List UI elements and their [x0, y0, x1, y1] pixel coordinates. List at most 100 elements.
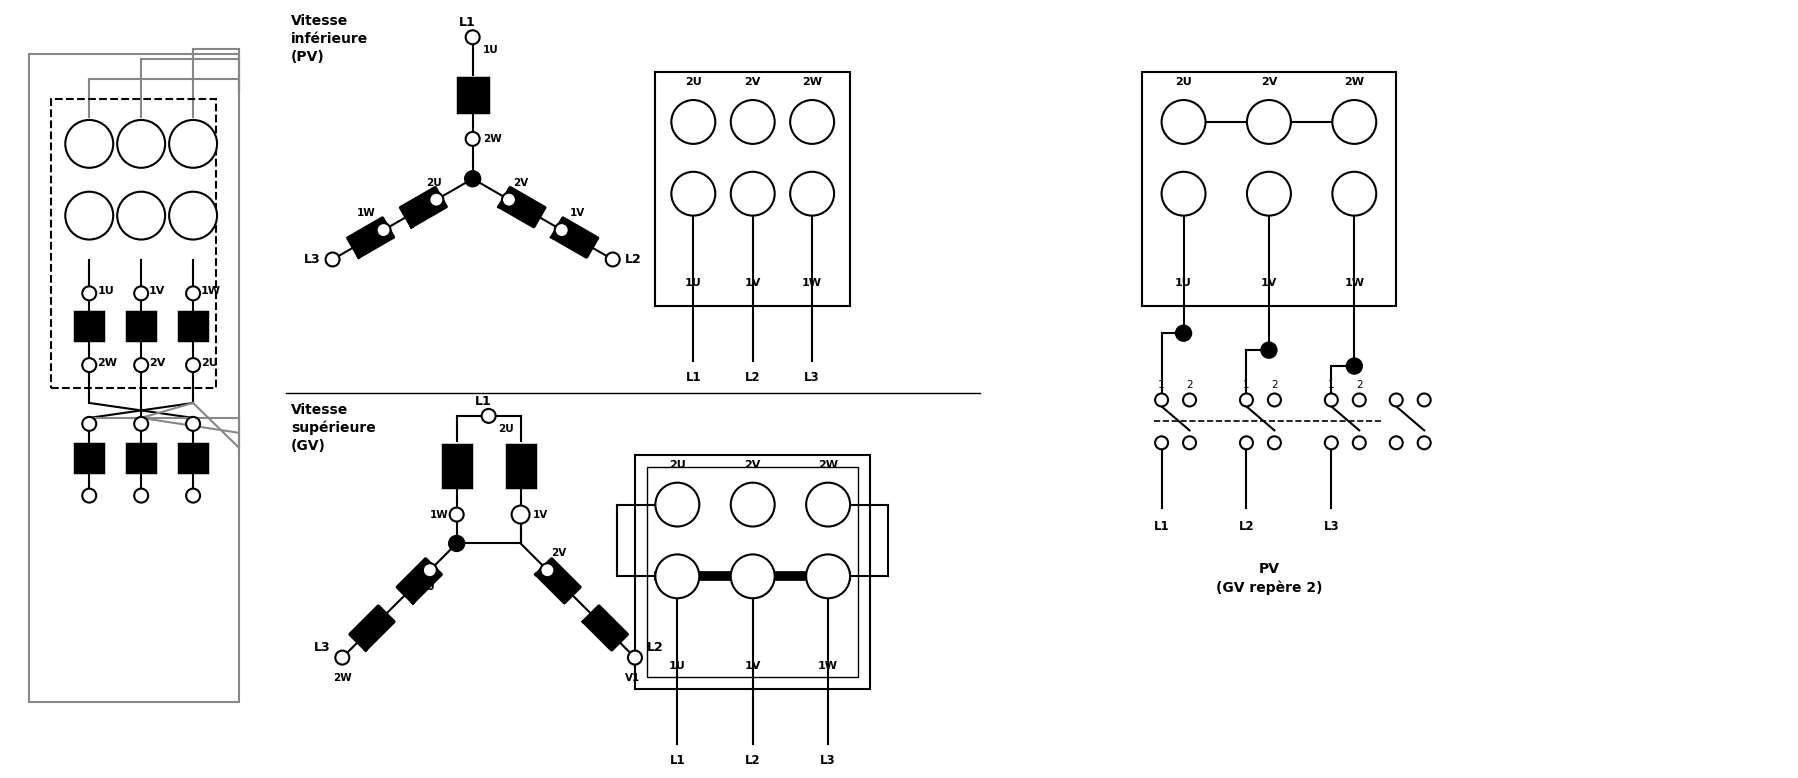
Circle shape — [1347, 358, 1363, 374]
Circle shape — [187, 358, 200, 372]
Bar — [656, 72, 850, 307]
Circle shape — [83, 417, 97, 431]
Circle shape — [656, 555, 699, 598]
Text: L1: L1 — [1154, 520, 1169, 532]
Bar — [128, 312, 155, 340]
Text: 1W: 1W — [1345, 279, 1365, 289]
Circle shape — [1162, 100, 1205, 144]
Circle shape — [466, 132, 480, 145]
Circle shape — [1248, 100, 1291, 144]
Text: 2V: 2V — [149, 358, 165, 368]
Text: V1: V1 — [626, 672, 640, 682]
Text: 2V: 2V — [744, 460, 761, 470]
Text: L2: L2 — [744, 754, 761, 766]
Circle shape — [83, 489, 97, 503]
Text: 1V: 1V — [149, 286, 165, 296]
Circle shape — [730, 100, 775, 144]
Bar — [52, 99, 216, 388]
Bar — [635, 455, 870, 689]
Text: 2V: 2V — [1260, 77, 1277, 87]
Text: L1: L1 — [458, 16, 476, 30]
Polygon shape — [401, 187, 446, 226]
Text: 1U: 1U — [685, 279, 701, 289]
Circle shape — [730, 555, 775, 598]
Circle shape — [1241, 436, 1253, 449]
Circle shape — [730, 172, 775, 216]
Circle shape — [789, 100, 834, 144]
Text: 1U: 1U — [669, 661, 685, 671]
Text: L2: L2 — [624, 253, 642, 266]
Circle shape — [1241, 394, 1253, 406]
Circle shape — [1154, 394, 1169, 406]
Text: 2U: 2U — [426, 177, 442, 187]
Circle shape — [169, 120, 218, 168]
Circle shape — [1248, 172, 1291, 216]
Circle shape — [556, 223, 568, 237]
Text: L3: L3 — [1323, 520, 1340, 532]
Text: 2U: 2U — [498, 424, 514, 434]
Text: 1U: 1U — [1176, 279, 1192, 289]
Text: 1V: 1V — [744, 661, 761, 671]
Circle shape — [430, 193, 444, 207]
Circle shape — [1154, 436, 1169, 449]
Circle shape — [606, 253, 620, 266]
Circle shape — [135, 358, 147, 372]
Circle shape — [1390, 436, 1402, 449]
Circle shape — [806, 555, 850, 598]
Text: 1V: 1V — [570, 208, 584, 218]
Polygon shape — [500, 187, 545, 226]
Text: 1U: 1U — [421, 582, 435, 592]
Circle shape — [83, 286, 97, 300]
Circle shape — [1268, 394, 1280, 406]
Text: 1W: 1W — [356, 208, 376, 218]
Circle shape — [334, 650, 349, 664]
Text: L1: L1 — [669, 754, 685, 766]
Text: 2W: 2W — [333, 672, 352, 682]
Text: Vitesse
inférieure
(PV): Vitesse inférieure (PV) — [291, 14, 369, 64]
Circle shape — [464, 171, 480, 187]
Circle shape — [135, 417, 147, 431]
Polygon shape — [536, 559, 581, 603]
Bar — [1142, 72, 1397, 307]
Circle shape — [1325, 436, 1338, 449]
Circle shape — [1417, 394, 1431, 406]
Circle shape — [1162, 172, 1205, 216]
Text: 1V: 1V — [532, 510, 548, 520]
Circle shape — [512, 506, 530, 524]
Circle shape — [65, 191, 113, 240]
Circle shape — [1325, 394, 1338, 406]
Text: L3: L3 — [820, 754, 836, 766]
Circle shape — [1417, 436, 1431, 449]
Text: 1W: 1W — [430, 510, 450, 520]
Text: L2: L2 — [647, 640, 663, 654]
Text: 2: 2 — [1356, 380, 1363, 390]
Circle shape — [789, 172, 834, 216]
Circle shape — [502, 193, 516, 207]
Bar — [76, 312, 102, 340]
Text: 2W: 2W — [482, 134, 502, 144]
Text: 2V: 2V — [552, 548, 566, 559]
Bar — [76, 443, 102, 471]
Circle shape — [671, 100, 716, 144]
Circle shape — [325, 253, 340, 266]
Text: 2: 2 — [1271, 380, 1278, 390]
Text: L1: L1 — [475, 395, 493, 408]
Text: L2: L2 — [1239, 520, 1255, 532]
Text: 1: 1 — [1242, 380, 1250, 390]
Text: Vitesse
supérieure
(GV): Vitesse supérieure (GV) — [291, 403, 376, 454]
Circle shape — [671, 172, 716, 216]
Text: 1U: 1U — [482, 45, 498, 55]
Circle shape — [187, 417, 200, 431]
Text: 2U: 2U — [201, 358, 218, 368]
Text: 2U: 2U — [1176, 77, 1192, 87]
Circle shape — [450, 535, 464, 552]
Circle shape — [1332, 100, 1375, 144]
Text: 1: 1 — [1158, 380, 1165, 390]
Text: L3: L3 — [313, 640, 331, 654]
Circle shape — [376, 223, 390, 237]
Bar — [647, 467, 858, 677]
Polygon shape — [552, 218, 597, 257]
Bar — [458, 78, 487, 113]
Circle shape — [628, 650, 642, 664]
Text: L1: L1 — [685, 371, 701, 384]
